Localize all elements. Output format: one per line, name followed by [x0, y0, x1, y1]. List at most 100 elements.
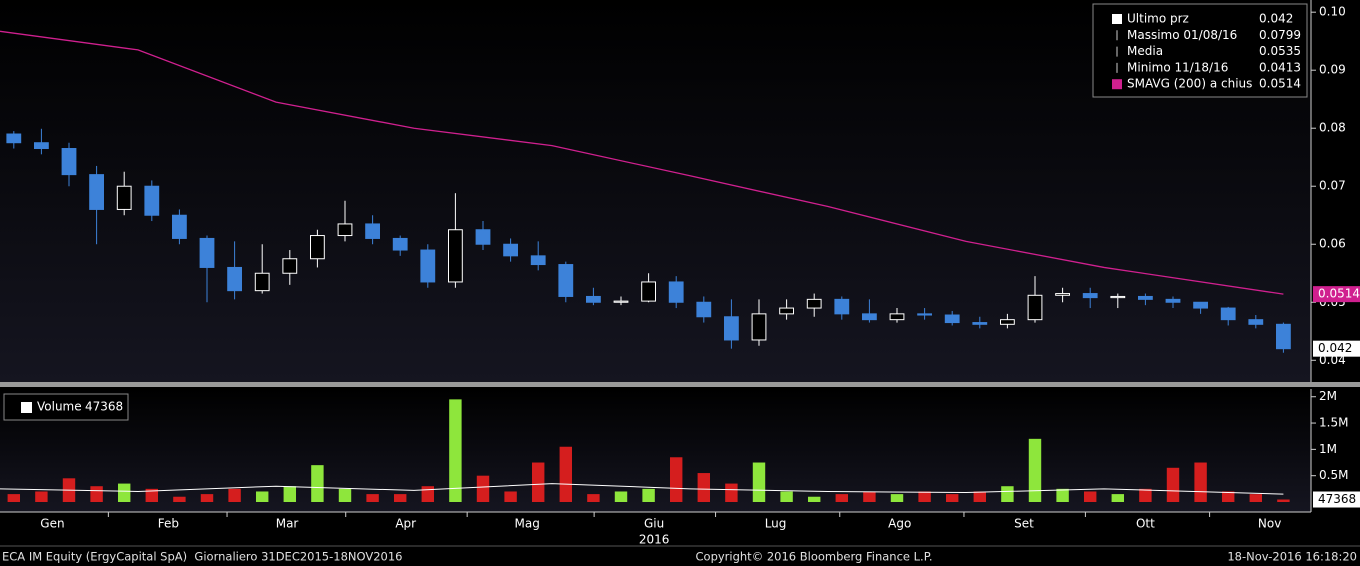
volume-bar: [1221, 491, 1235, 502]
candle-body: [1000, 319, 1015, 325]
volume-bar: [504, 491, 517, 502]
volume-bar: [697, 473, 711, 502]
volume-panel: [0, 389, 1311, 512]
volume-bar: [587, 494, 600, 502]
volume-bar: [145, 488, 159, 502]
volume-bar: [173, 496, 186, 502]
volume-bar: [863, 491, 876, 502]
volume-bar: [90, 486, 103, 502]
y-tick-label: 0.06: [1319, 237, 1346, 251]
volume-average: [0, 483, 1284, 495]
x-tick-label: Apr: [395, 517, 416, 531]
candle-body: [116, 185, 132, 210]
volume-bar: [614, 491, 628, 502]
candle-body: [448, 229, 463, 283]
volume-bar: [890, 494, 904, 502]
volume-bar: [476, 475, 490, 502]
volume-bar: [1166, 467, 1180, 502]
volume-bar: [531, 462, 545, 502]
volume-bar: [200, 494, 214, 502]
candle-body: [1027, 294, 1043, 321]
value-tag: [1313, 491, 1360, 508]
legend-value: 47368: [85, 400, 123, 414]
x-tick-label: Gen: [40, 517, 64, 531]
volume-bar: [283, 486, 297, 502]
legend-label: Minimo 11/18/16: [1127, 60, 1228, 74]
candle-body: [475, 229, 491, 245]
value-tag: [1313, 286, 1360, 303]
volume-bar: [1028, 438, 1042, 502]
volume-bar: [1083, 491, 1097, 502]
candle-body: [254, 272, 270, 292]
y-tick-label: 2M: [1319, 389, 1337, 403]
volume-bar: [669, 457, 683, 502]
volume-bar: [945, 494, 959, 502]
candle-body: [420, 249, 436, 283]
candle-body: [6, 133, 22, 144]
x-tick-label: Nov: [1258, 517, 1281, 531]
candle-body: [310, 235, 325, 260]
candle-body: [1193, 301, 1208, 309]
legend-swatch: [1112, 14, 1122, 24]
volume-bar: [449, 399, 462, 502]
volume-bar: [255, 491, 269, 502]
value-tag: [1313, 340, 1360, 357]
candle-body: [586, 295, 601, 303]
volume-bar: [1194, 462, 1207, 502]
volume-bar: [338, 488, 352, 502]
footer-center: Copyright© 2016 Bloomberg Finance L.P.: [696, 550, 933, 564]
candle-body: [530, 255, 546, 266]
candle-body: [696, 301, 712, 318]
legend-label: Massimo 01/08/16: [1127, 28, 1237, 42]
volume-bar: [421, 486, 435, 502]
y-tick-label: 1M: [1319, 442, 1337, 456]
volume-bar: [35, 491, 48, 502]
volume-bar: [1249, 494, 1263, 502]
candle-body: [558, 264, 574, 297]
volume-bar: [559, 446, 573, 502]
legend-label: Media: [1127, 44, 1163, 58]
candle-body: [779, 307, 795, 315]
volume-bar: [117, 483, 131, 502]
candle-body: [34, 142, 49, 150]
candle-body: [889, 313, 905, 321]
volume-bar: [752, 462, 766, 502]
volume-bar: [973, 491, 987, 502]
x-tick-label: Giu: [644, 517, 664, 531]
volume-bar: [807, 496, 821, 502]
legend-value: 0.0535: [1259, 44, 1301, 58]
legend-label: Ultimo prz: [1127, 12, 1189, 26]
candle-body: [61, 148, 77, 176]
y-tick-label: 0.10: [1319, 5, 1346, 19]
y-tick-label: 0.5M: [1319, 468, 1348, 482]
y-tick-label: 0.07: [1319, 179, 1346, 193]
legend-swatch: [1112, 79, 1122, 90]
volume-bar: [366, 494, 379, 502]
candle-body: [668, 281, 684, 303]
volume-bar: [7, 494, 21, 502]
value-tag-label: 47368: [1318, 492, 1356, 506]
volume-bar: [835, 494, 849, 502]
y-tick-label: 0.09: [1319, 63, 1346, 77]
candle-body: [365, 223, 381, 239]
candle-body: [144, 185, 160, 216]
candle-body: [972, 322, 988, 325]
volume-bar: [228, 488, 241, 502]
candle-body: [944, 314, 960, 324]
candle-body: [1110, 295, 1126, 299]
volume-bar: [1056, 488, 1069, 502]
footer-left: ECA IM Equity (ErgyCapital SpA) Giornali…: [2, 550, 403, 564]
legend-value: 0.0413: [1259, 60, 1301, 74]
legend-value: 0.042: [1259, 12, 1293, 26]
legend-swatch: [21, 402, 32, 413]
value-tag-label: 0.0514: [1318, 287, 1360, 301]
volume-bar: [1139, 488, 1152, 502]
x-tick-label: Set: [1014, 517, 1034, 531]
candle-body: [834, 298, 850, 315]
x-tick-label: Mag: [514, 517, 539, 531]
candle-body: [172, 214, 187, 239]
volume-bar: [393, 494, 407, 502]
candle-body: [1138, 295, 1153, 300]
